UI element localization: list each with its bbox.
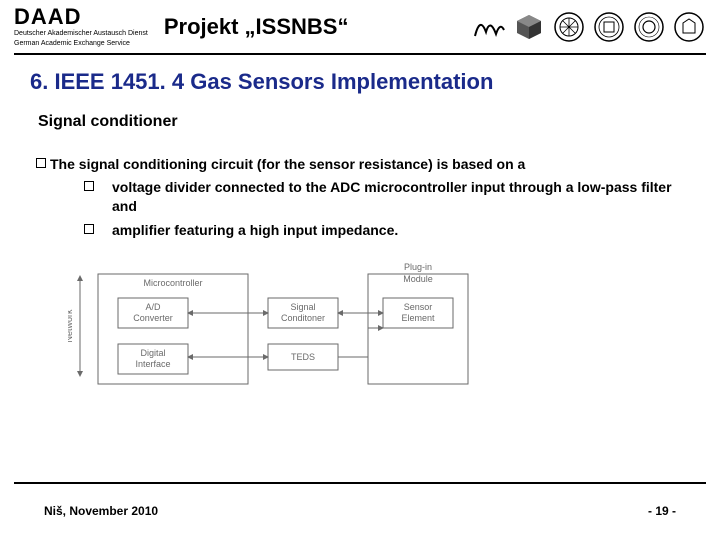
bullet-square-icon xyxy=(84,224,94,234)
logo-seal4-icon xyxy=(672,10,706,44)
diagram: Network Microcontroller A/D Converter Di… xyxy=(68,256,690,401)
svg-text:Element: Element xyxy=(401,313,435,323)
projekt-title: Projekt „ISSNBS“ xyxy=(164,14,349,40)
logo-signature-icon xyxy=(472,10,506,44)
diagram-network-label: Network xyxy=(68,309,74,343)
footer-right: - 19 - xyxy=(648,504,676,518)
daad-sub2: German Academic Exchange Service xyxy=(14,40,148,48)
intro-text: The signal conditioning circuit (for the… xyxy=(50,155,525,174)
list-item: voltage divider connected to the ADC mic… xyxy=(84,178,690,216)
daad-title: DAAD xyxy=(14,6,148,28)
body-block: The signal conditioning circuit (for the… xyxy=(36,155,690,241)
daad-block: DAAD Deutscher Akademischer Austausch Di… xyxy=(14,6,148,49)
section-subtitle: Signal conditioner xyxy=(38,113,690,131)
svg-text:A/D: A/D xyxy=(145,302,161,312)
section-title: 6. IEEE 1451. 4 Gas Sensors Implementati… xyxy=(30,69,690,95)
footer: Niš, November 2010 - 19 - xyxy=(0,504,720,518)
footer-divider xyxy=(14,482,706,484)
daad-sub1: Deutscher Akademischer Austausch Dienst xyxy=(14,30,148,38)
svg-text:Plug-in: Plug-in xyxy=(404,262,432,272)
logo-cube-icon xyxy=(512,10,546,44)
svg-text:Conditoner: Conditoner xyxy=(281,313,325,323)
content: 6. IEEE 1451. 4 Gas Sensors Implementati… xyxy=(0,55,720,402)
svg-text:Converter: Converter xyxy=(133,313,173,323)
bullet2-text: amplifier featuring a high input impedan… xyxy=(112,221,398,240)
footer-left: Niš, November 2010 xyxy=(44,504,158,518)
svg-text:Sensor: Sensor xyxy=(404,302,433,312)
header: DAAD Deutscher Akademischer Austausch Di… xyxy=(0,0,720,49)
bullet-square-icon xyxy=(84,181,94,191)
bullet1-text: voltage divider connected to the ADC mic… xyxy=(112,178,690,216)
logo-seal1-icon xyxy=(552,10,586,44)
logo-seal2-icon xyxy=(592,10,626,44)
bullet-square-icon xyxy=(36,158,46,168)
intro-row: The signal conditioning circuit (for the… xyxy=(36,155,690,174)
svg-text:Digital: Digital xyxy=(140,348,165,358)
svg-text:Interface: Interface xyxy=(135,359,170,369)
list-item: amplifier featuring a high input impedan… xyxy=(84,221,690,240)
svg-text:Module: Module xyxy=(403,274,433,284)
diagram-teds-label: TEDS xyxy=(291,352,315,362)
inner-list: voltage divider connected to the ADC mic… xyxy=(84,178,690,241)
diagram-micro-label: Microcontroller xyxy=(143,278,202,288)
logo-seal3-icon xyxy=(632,10,666,44)
svg-text:Signal: Signal xyxy=(290,302,315,312)
logo-row xyxy=(472,10,706,44)
